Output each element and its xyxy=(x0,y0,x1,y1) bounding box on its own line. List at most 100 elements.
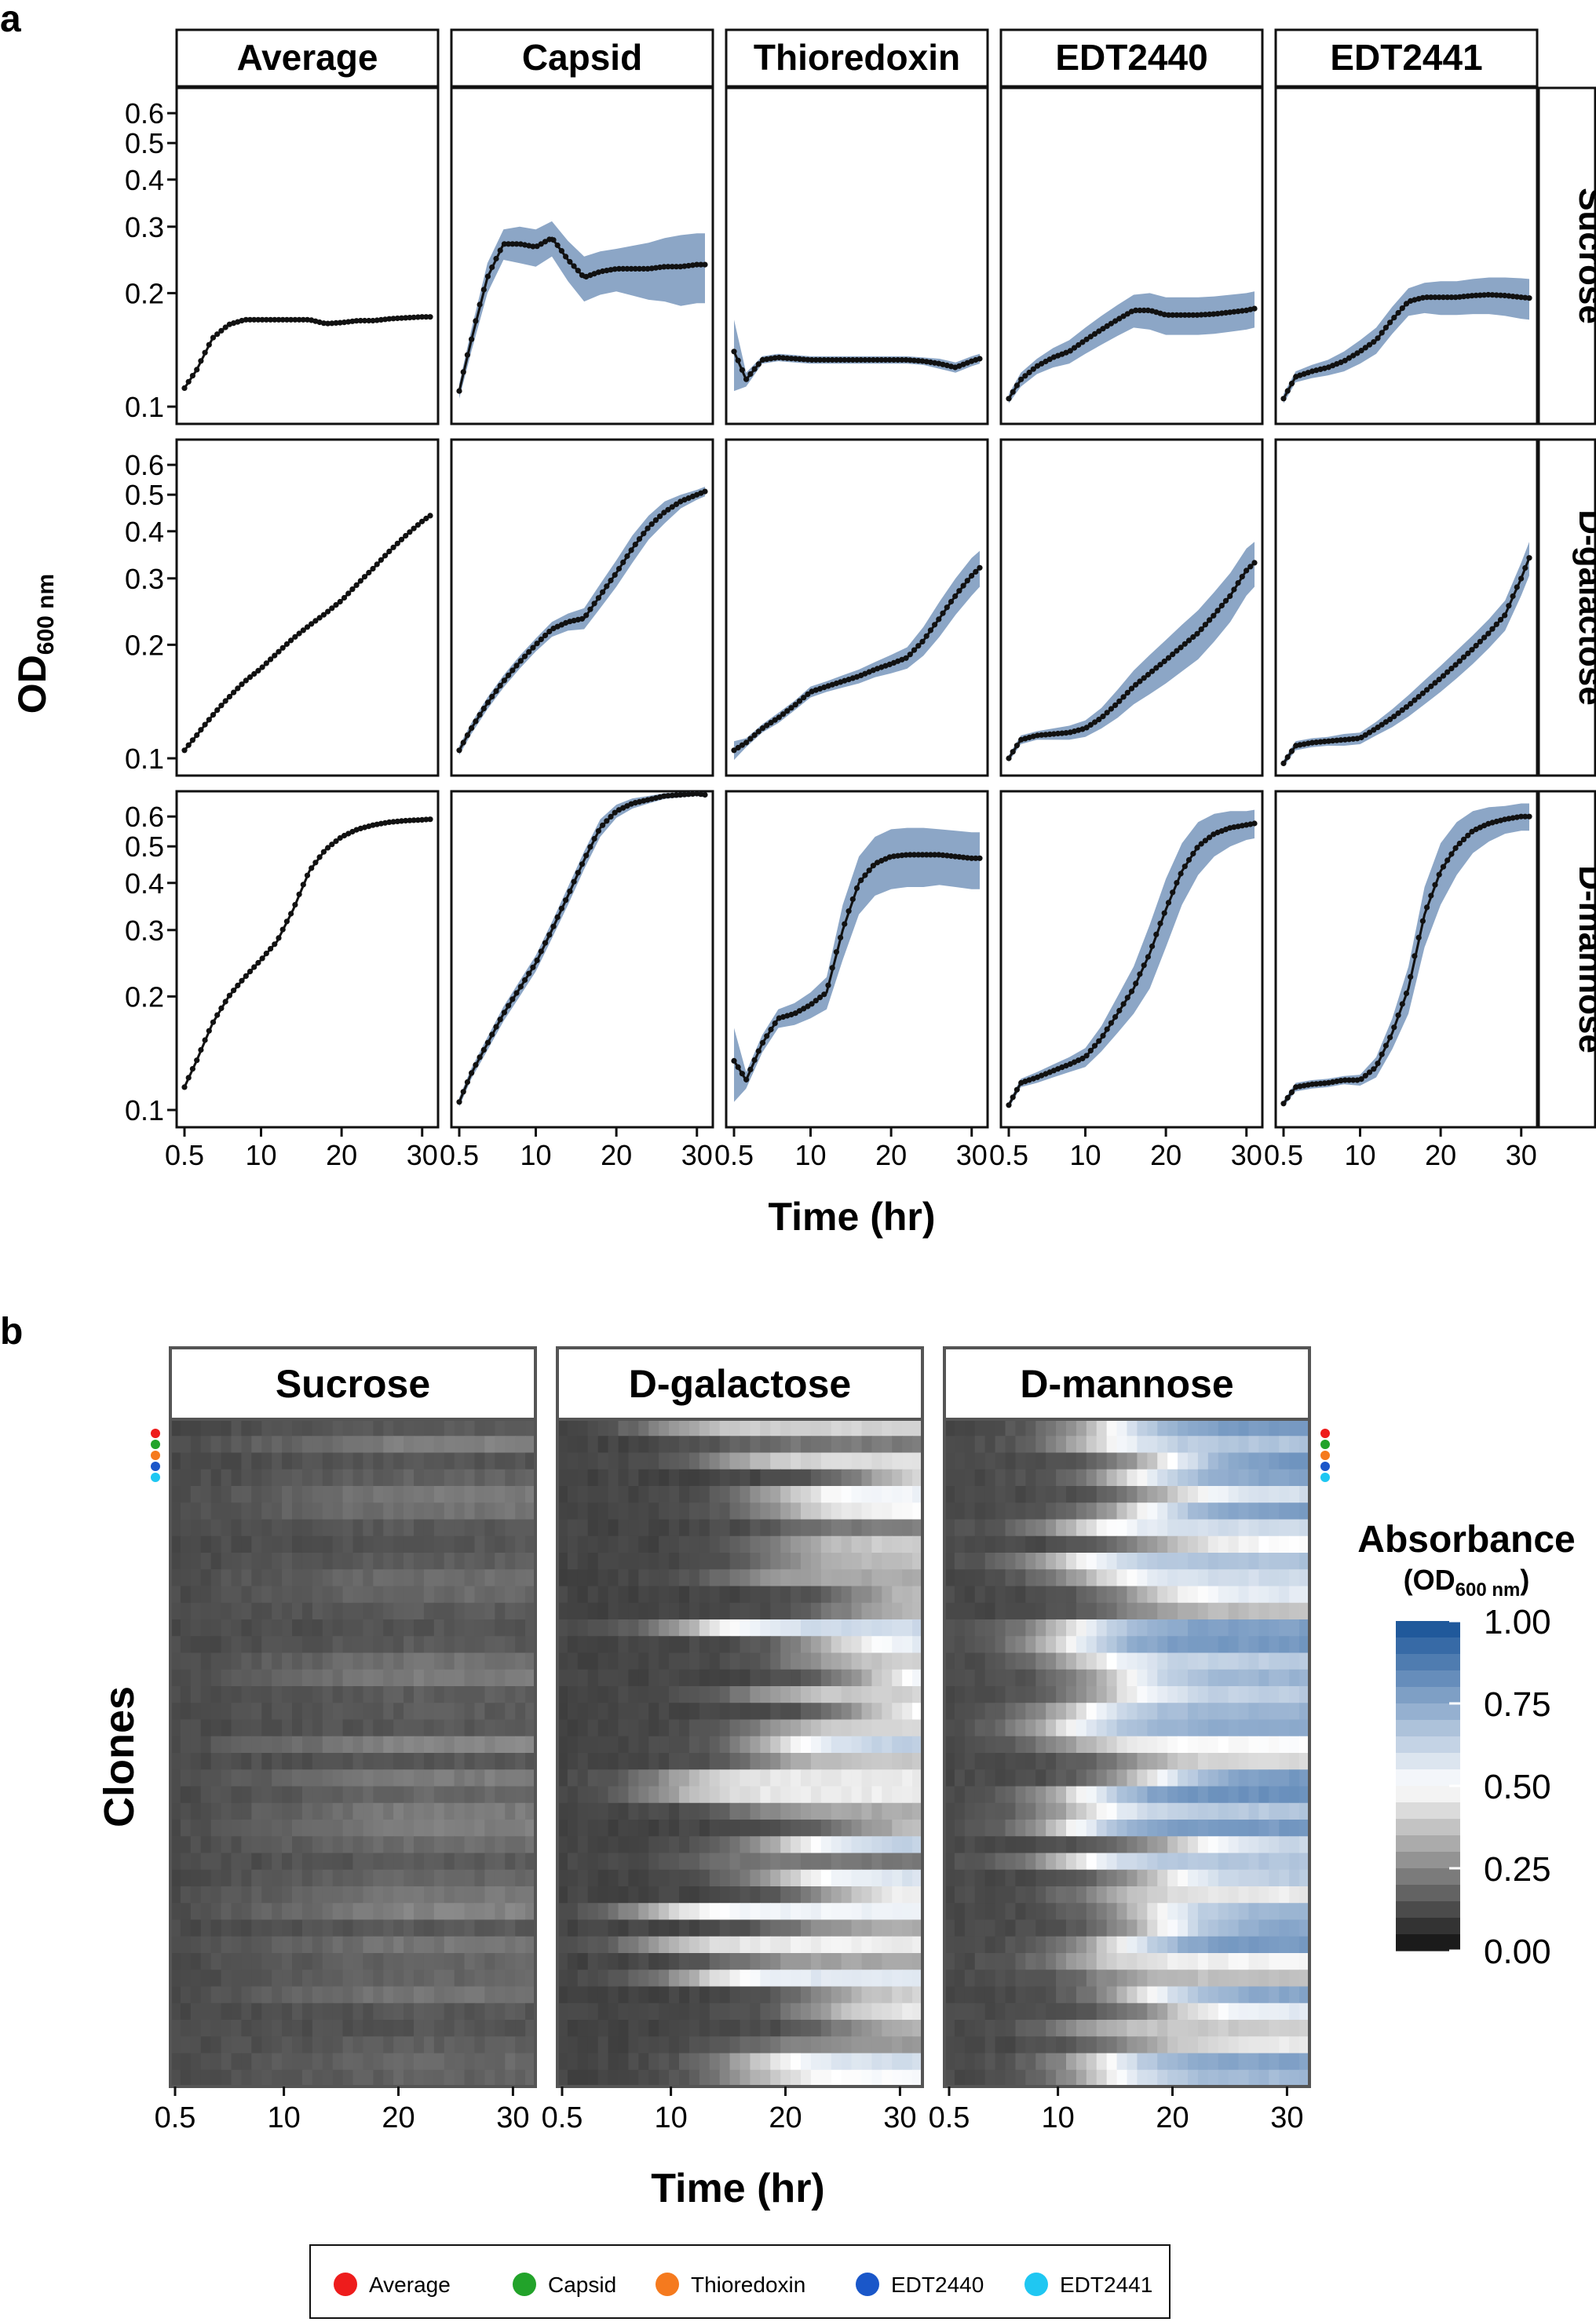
heatmap-cell xyxy=(1218,1569,1229,1587)
heatmap-cell xyxy=(414,1553,425,1570)
heatmap-cell xyxy=(414,1436,425,1454)
heatmap-cell xyxy=(433,1636,445,1654)
heatmap-cell xyxy=(1025,1535,1036,1553)
heatmap-cell xyxy=(404,2003,415,2021)
panel-b-facet-strips: Sucrose D-galactose D-mannose xyxy=(169,1346,1311,1422)
data-point xyxy=(550,923,557,929)
heatmap-cell xyxy=(1025,1703,1036,1721)
heatmap-cell xyxy=(170,1652,181,1670)
heatmap-cell xyxy=(1197,1753,1209,1770)
heatmap-cell xyxy=(1035,1619,1046,1637)
heatmap-cell xyxy=(871,1619,882,1637)
heatmap-cell xyxy=(648,1652,659,1670)
x-tick-label: 30 xyxy=(956,1139,988,1171)
heatmap-cell xyxy=(221,2003,232,2021)
heatmap-cell xyxy=(1279,1452,1290,1470)
heatmap-cell xyxy=(628,1703,639,1721)
data-point xyxy=(1100,326,1106,332)
heatmap-cell xyxy=(995,1586,1006,1604)
heatmap-cell xyxy=(433,1602,445,1620)
data-point xyxy=(1239,308,1245,314)
heatmap-cell xyxy=(964,1686,976,1703)
heatmap-cell xyxy=(770,1853,781,1871)
heatmap-cell xyxy=(820,1452,832,1470)
data-point xyxy=(776,354,783,361)
data-point xyxy=(1010,749,1016,755)
data-point xyxy=(853,885,860,891)
heatmap-cell xyxy=(608,1636,619,1654)
data-point xyxy=(1202,838,1208,844)
data-point xyxy=(1387,716,1393,723)
data-point xyxy=(1419,918,1426,924)
heatmap-cell xyxy=(1137,1519,1148,1537)
heatmap-cell xyxy=(515,2036,526,2054)
data-point xyxy=(1280,760,1287,767)
heatmap-cell xyxy=(261,1452,272,1470)
heatmap-cell xyxy=(393,1619,404,1637)
heatmap-cell xyxy=(210,1436,222,1454)
heatmap-cell xyxy=(597,1736,609,1754)
heatmap-cell xyxy=(577,1636,589,1654)
heatmap-cell xyxy=(851,1719,863,1737)
heatmap-cell xyxy=(464,1903,476,1921)
data-point xyxy=(341,319,348,326)
heatmap-cell xyxy=(688,1802,700,1820)
data-point xyxy=(665,506,671,513)
heatmap-cell xyxy=(282,1936,293,1954)
heatmap-cell xyxy=(1147,1436,1158,1454)
data-point xyxy=(1190,850,1196,857)
heatmap-cell xyxy=(423,1502,435,1521)
heatmap-cell xyxy=(648,1486,659,1503)
heatmap-clone-row xyxy=(557,2069,923,2087)
heatmap-cell xyxy=(322,1886,334,1904)
heatmap-cell xyxy=(719,1502,731,1521)
heatmap-cell xyxy=(1197,1686,1209,1703)
heatmap-cell xyxy=(892,1719,903,1737)
data-point xyxy=(1342,1077,1348,1083)
heatmap-cell xyxy=(851,1919,863,1937)
data-point xyxy=(1280,1101,1287,1107)
data-point xyxy=(657,264,663,271)
heatmap-cell xyxy=(1279,1769,1290,1787)
heatmap-cell xyxy=(841,1535,853,1553)
heatmap-cell xyxy=(292,1869,303,1887)
heatmap-cell xyxy=(729,1486,741,1503)
heatmap-cell xyxy=(292,1486,303,1503)
heatmap-cell xyxy=(170,1486,181,1503)
heatmap-cell xyxy=(1076,1452,1087,1470)
heatmap-cell xyxy=(964,1820,976,1837)
heatmap-cell xyxy=(1197,1619,1209,1637)
heatmap-cell xyxy=(984,1802,996,1820)
heatmap-cell xyxy=(659,1636,670,1654)
heatmap-cell xyxy=(241,1736,252,1754)
heatmap-cell xyxy=(342,1919,354,1937)
heatmap-cell xyxy=(352,1736,364,1754)
heatmap-cell xyxy=(1228,1469,1240,1487)
heatmap-clone-row xyxy=(944,1636,1310,1654)
panel-a-x-axes: 0.5 10 20 30 0.5 10 20 30 0.5 10 20 30 0.5 10 20 30 0.5 1… xyxy=(165,1127,1537,1171)
heatmap-cell xyxy=(729,1436,741,1454)
data-point xyxy=(1059,730,1065,736)
heatmap-cell xyxy=(373,1919,384,1937)
heatmap-cell xyxy=(831,1919,842,1937)
data-point xyxy=(1382,1042,1389,1049)
heatmap-cell xyxy=(190,1452,202,1470)
heatmap-clone-row xyxy=(170,1569,536,1587)
heatmap-cell xyxy=(1147,1502,1158,1521)
heatmap-cell xyxy=(261,1569,272,1587)
heatmap-cell xyxy=(587,1586,599,1604)
data-point xyxy=(1280,396,1287,402)
heatmap-cell xyxy=(301,1452,313,1470)
data-point xyxy=(764,1033,770,1039)
data-point xyxy=(390,544,396,550)
heatmap-cell xyxy=(770,1936,781,1954)
heatmap-cell xyxy=(525,2036,536,2054)
heatmap-cell xyxy=(1046,1769,1057,1787)
heatmap-cell xyxy=(709,1970,721,1988)
heatmap-cell xyxy=(638,1820,649,1837)
data-point xyxy=(304,316,311,323)
data-point xyxy=(612,571,618,579)
heatmap-cell xyxy=(414,1669,425,1687)
heatmap-cell xyxy=(1116,1636,1128,1654)
